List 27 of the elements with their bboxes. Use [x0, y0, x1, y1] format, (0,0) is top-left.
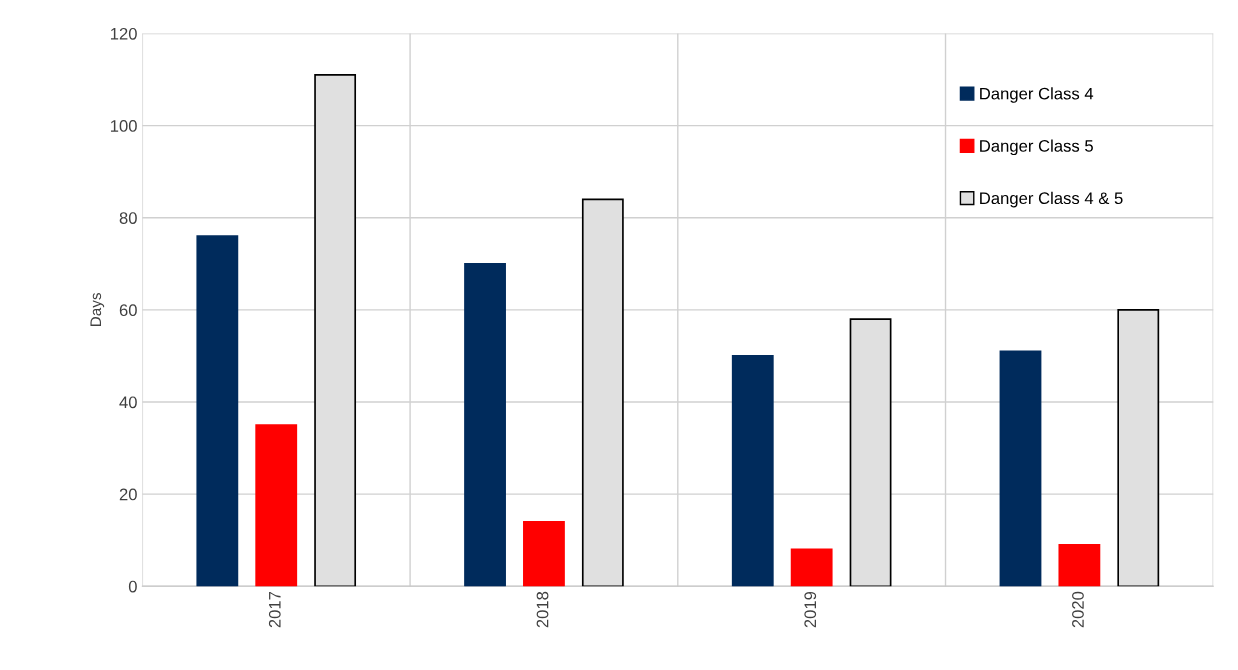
bar [255, 424, 298, 587]
y-tick-label: 60 [119, 304, 137, 317]
bar [196, 235, 239, 587]
bar [1058, 543, 1101, 587]
y-tick-label: 20 [119, 488, 137, 501]
y-tick-label: 0 [128, 580, 137, 593]
y-tick-label: 120 [110, 27, 137, 40]
bar [314, 74, 357, 587]
x-tick-label: 2017 [268, 591, 281, 628]
y-tick-label: 40 [119, 396, 137, 409]
legend-label: Danger Class 5 [980, 139, 1093, 156]
x-tick-label: 2020 [1072, 591, 1084, 628]
x-tick-label: 2019 [804, 591, 817, 628]
y-tick-label: 80 [119, 212, 137, 224]
bar [464, 262, 506, 587]
y-axis-title: Days [90, 293, 105, 327]
legend-label: Danger Class 4 [980, 87, 1094, 103]
bar [523, 520, 565, 587]
bar [1117, 309, 1160, 587]
bar [581, 198, 624, 587]
bar [999, 350, 1042, 587]
bar [731, 355, 774, 587]
x-tick-label: 2018 [536, 591, 549, 628]
legend-label: Danger Class 4 & 5 [980, 191, 1123, 208]
y-tick-label: 100 [110, 120, 137, 132]
bar [790, 548, 833, 587]
bar [849, 318, 892, 587]
